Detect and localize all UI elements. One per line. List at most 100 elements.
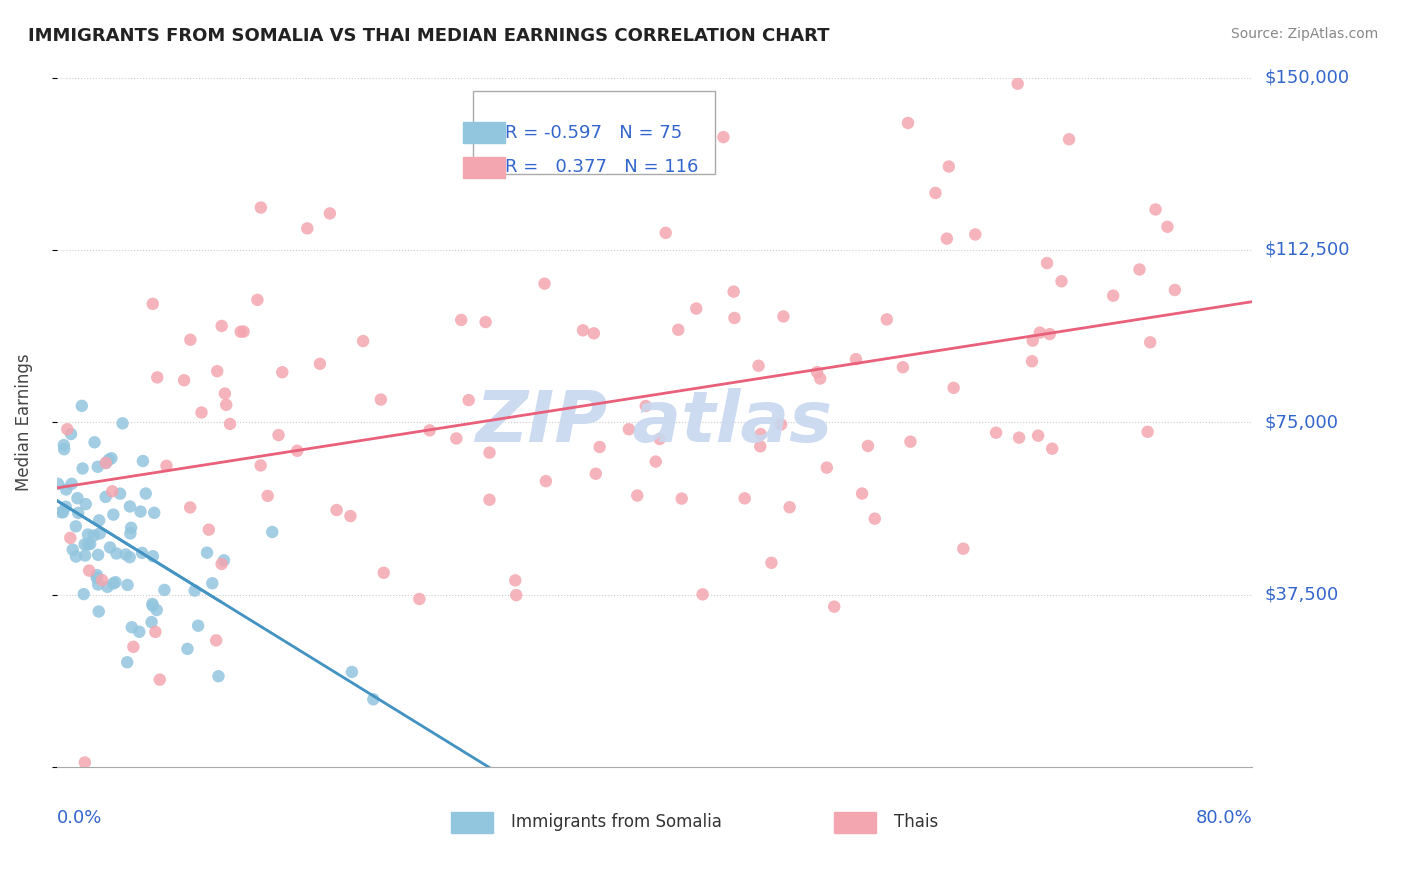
Point (75, 497, 97, 511)
Point (779, 500, 801, 515)
Point (478, 492, 501, 507)
Point (118, 550, 141, 565)
Point (749, 427, 772, 442)
Point (373, 566, 395, 580)
Point (60, 427, 83, 442)
Point (250, 201, 273, 215)
Point (648, 432, 671, 446)
Point (94, 456, 117, 470)
Point (87, 605, 110, 619)
Point (70, 399, 93, 413)
Point (749, 439, 772, 453)
Point (644, 454, 666, 468)
Point (1040, 442, 1063, 456)
Point (339, 509, 361, 524)
Point (249, 458, 271, 473)
Point (984, 425, 1007, 440)
Point (143, 506, 166, 520)
Point (219, 417, 242, 431)
Point (87, 548, 110, 562)
Point (1057, 132, 1080, 146)
Point (129, 504, 152, 518)
Point (56, 422, 79, 436)
Point (748, 359, 770, 373)
Point (363, 692, 385, 706)
Bar (451, 812, 494, 832)
Point (105, 547, 128, 561)
Point (900, 434, 922, 449)
Point (942, 381, 965, 395)
Point (183, 583, 205, 598)
Point (46, 476, 69, 491)
Point (271, 365, 294, 379)
Text: IMMIGRANTS FROM SOMALIA VS THAI MEDIAN EARNINGS CORRELATION CHART: IMMIGRANTS FROM SOMALIA VS THAI MEDIAN E… (28, 27, 830, 45)
Point (176, 641, 198, 656)
Text: Immigrants from Somalia: Immigrants from Somalia (510, 814, 721, 831)
Point (1050, 274, 1073, 288)
Point (205, 633, 228, 648)
Point (94, 456, 117, 470)
Point (935, 232, 957, 246)
Point (142, 549, 165, 564)
Point (446, 432, 468, 446)
Point (938, 160, 960, 174)
Point (723, 310, 745, 325)
Text: $150,000: $150,000 (1264, 69, 1350, 87)
Point (117, 578, 139, 592)
Point (1128, 262, 1150, 277)
Point (267, 428, 290, 442)
Point (671, 491, 693, 506)
Point (173, 373, 195, 387)
Point (734, 491, 756, 506)
Text: $75,000: $75,000 (1264, 413, 1339, 432)
Point (79, 537, 101, 551)
Point (297, 221, 319, 235)
Point (77, 564, 100, 578)
Point (215, 398, 238, 412)
Point (769, 417, 792, 432)
Point (149, 673, 172, 687)
Point (201, 576, 224, 591)
Point (419, 423, 441, 437)
Point (205, 364, 228, 378)
Point (52, 438, 75, 452)
Point (1144, 202, 1167, 217)
Point (863, 511, 886, 525)
Point (214, 386, 236, 401)
Point (142, 599, 165, 613)
Point (114, 548, 136, 562)
Point (87, 459, 110, 474)
Bar (834, 812, 876, 832)
Point (856, 439, 879, 453)
Point (128, 624, 150, 639)
Point (212, 553, 235, 567)
Point (319, 206, 342, 220)
Point (83, 435, 105, 450)
Point (924, 186, 946, 200)
Point (408, 591, 430, 606)
Point (1021, 354, 1043, 368)
Point (103, 576, 125, 591)
Point (1164, 283, 1187, 297)
Point (1029, 326, 1052, 340)
Point (108, 486, 131, 500)
Point (897, 116, 920, 130)
Point (309, 357, 332, 371)
Point (457, 393, 479, 408)
Point (246, 293, 269, 307)
Point (190, 405, 212, 419)
Text: $37,500: $37,500 (1264, 586, 1339, 604)
Text: R =   0.377   N = 116: R = 0.377 N = 116 (505, 158, 699, 177)
Point (135, 486, 157, 500)
Point (823, 599, 845, 614)
Point (474, 315, 496, 329)
Point (155, 458, 177, 473)
Point (111, 417, 134, 431)
Point (572, 323, 595, 337)
Bar (463, 157, 505, 178)
Point (340, 665, 363, 679)
Point (52, 505, 75, 519)
Point (1036, 256, 1059, 270)
Point (952, 541, 974, 556)
Point (121, 620, 143, 634)
